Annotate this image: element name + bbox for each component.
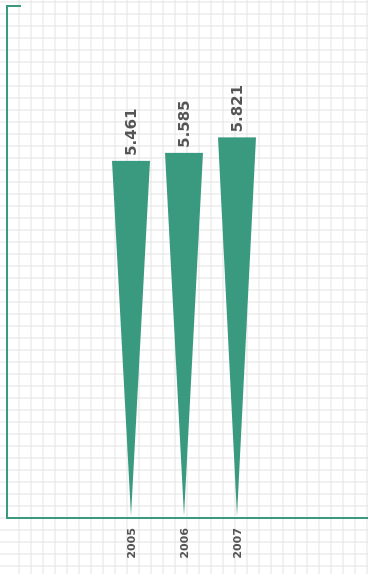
category-label-2007: 2007 [231, 528, 244, 559]
category-label-2006: 2006 [178, 528, 191, 559]
value-labels: 5.461 5.585 5.821 [122, 85, 246, 156]
bar-2007 [218, 137, 256, 516]
chart-bars [112, 137, 256, 517]
value-label-2006: 5.585 [175, 100, 193, 147]
bar-2006 [165, 152, 203, 517]
value-label-2007: 5.821 [228, 85, 246, 132]
bar-2005 [112, 160, 150, 516]
value-label-2005: 5.461 [122, 108, 140, 155]
category-label-2005: 2005 [125, 528, 138, 559]
category-labels: 2005 2006 2007 [125, 528, 244, 559]
